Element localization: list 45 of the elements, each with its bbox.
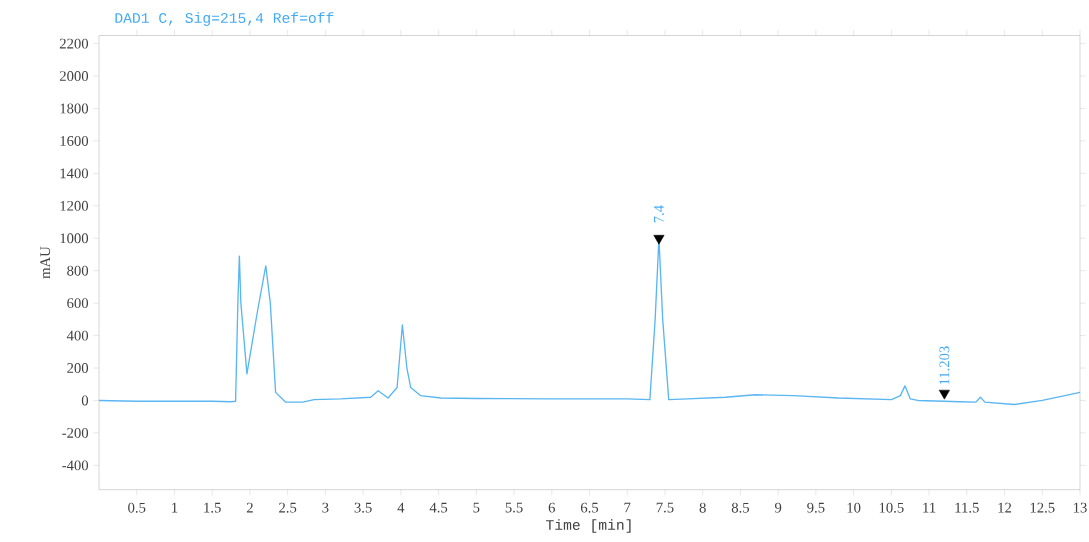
x-tick-label: 11.5	[955, 502, 979, 513]
x-tick-label: 10	[847, 502, 861, 513]
x-tick-label: 6.5	[580, 502, 599, 513]
x-tick-label: 1	[172, 502, 178, 513]
y-tick-label: -200	[62, 427, 89, 438]
annotation: 7.4	[654, 205, 664, 223]
y-tick-label: 1400	[60, 168, 89, 179]
x-tick-label: 7.5	[656, 502, 674, 513]
x-tick-label: 5.5	[505, 502, 523, 513]
x-tick-label: 11	[923, 502, 936, 513]
x-tick-label: 3	[322, 502, 329, 513]
x-tick-label: 0.5	[128, 502, 146, 513]
x-tick-label: 4.5	[429, 502, 448, 513]
y-tick-label: 1200	[60, 200, 89, 211]
y-tick-label: 600	[67, 298, 89, 309]
x-tick-label: 6	[548, 502, 556, 513]
x-tick-label: 9	[774, 502, 782, 513]
x-tick-label: 10.5	[879, 502, 904, 513]
y-tick-label: 800	[67, 265, 89, 276]
y-tick-label: 2200	[59, 38, 89, 49]
y-tick-label: -400	[62, 460, 89, 471]
y-tick-label: 200	[67, 363, 89, 373]
x-tick-label: 7	[624, 502, 631, 513]
y-tick-label: 1000	[60, 233, 89, 244]
x-tick-label: 12	[998, 502, 1012, 513]
x-tick-label: 1.5	[204, 502, 221, 513]
x-tick-label: 8.5	[731, 502, 750, 513]
x-tick-label: 3.5	[354, 502, 372, 513]
x-tick-label: 4	[397, 502, 405, 513]
annotation: 11.203	[939, 346, 950, 385]
y-tick-label: 1800	[60, 103, 89, 114]
x-tick-label: 8	[699, 502, 706, 513]
x-tick-label: 12.5	[1030, 502, 1055, 513]
y-axis-title: mAU	[40, 246, 51, 279]
chart-title: DAD1 C, Sig=215,4 Ref=off	[115, 12, 334, 26]
x-axis-title: Time [min]	[546, 519, 631, 533]
y-tick-label: 2000	[59, 71, 89, 81]
y-tick-label: 0	[81, 395, 89, 406]
x-tick-label: 5	[473, 502, 480, 513]
x-tick-label: 2.5	[279, 502, 297, 513]
x-tick-label: 9.5	[807, 502, 825, 513]
x-tick-label: 13	[1073, 502, 1087, 513]
y-tick-label: 400	[66, 330, 89, 341]
y-tick-label: 1600	[60, 135, 89, 146]
x-tick-label: 2	[246, 502, 253, 513]
